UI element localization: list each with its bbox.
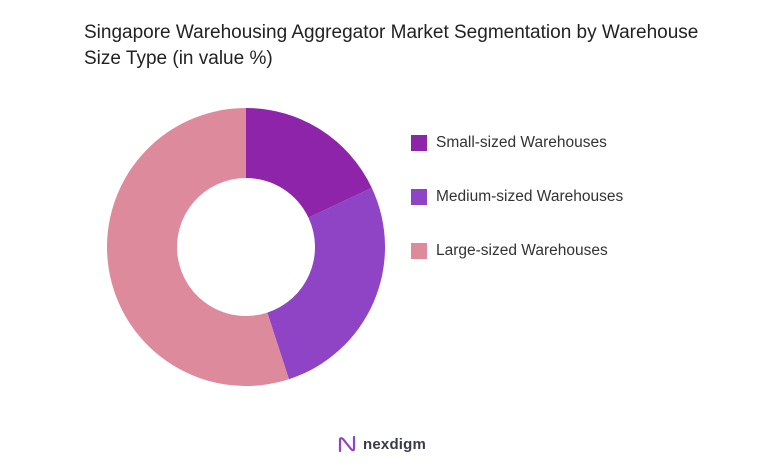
donut-slice-large: [106, 108, 289, 387]
logo-text: nexdigm: [363, 435, 427, 453]
donut-slice-small: [246, 108, 372, 218]
chart-legend: Small-sized Warehouses Medium-sized Ware…: [411, 132, 623, 294]
legend-label-large: Large-sized Warehouses: [436, 242, 608, 259]
legend-swatch-small: [411, 135, 427, 151]
legend-swatch-medium: [411, 189, 427, 205]
nexdigm-logo-icon: [338, 435, 356, 453]
legend-label-medium: Medium-sized Warehouses: [436, 188, 624, 205]
donut-slice-medium: [267, 187, 385, 380]
legend-item-large: Large-sized Warehouses: [411, 240, 623, 262]
legend-item-medium: Medium-sized Warehouses: [411, 186, 623, 208]
legend-label-small: Small-sized Warehouses: [436, 134, 607, 151]
legend-swatch-large: [411, 243, 427, 259]
legend-item-small: Small-sized Warehouses: [411, 132, 623, 154]
nexdigm-logo: nexdigm: [337, 434, 426, 454]
chart-title: Singapore Warehousing Aggregator Market …: [84, 22, 699, 69]
